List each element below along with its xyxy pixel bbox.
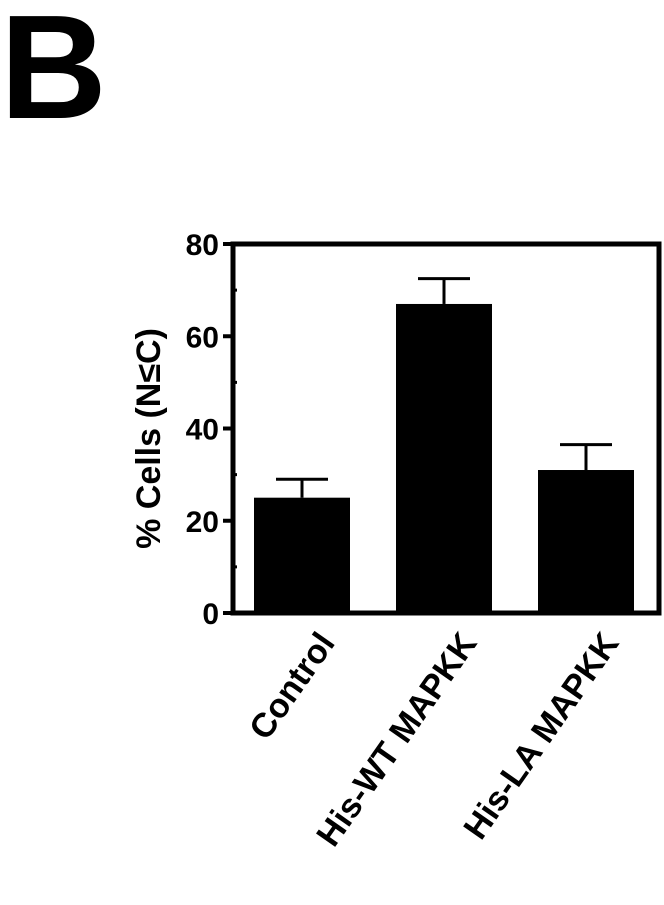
y-axis-label: % Cells (N≤C) [130, 328, 168, 549]
x-tick-label: Control [242, 626, 342, 747]
y-tick-label: 20 [186, 506, 219, 539]
bar [254, 497, 350, 613]
y-tick-label: 40 [186, 414, 219, 447]
y-tick-label: 80 [186, 229, 219, 262]
bar [538, 470, 634, 613]
y-tick-label: 0 [202, 598, 219, 631]
y-tick-label: 60 [186, 321, 219, 354]
bar [396, 303, 492, 613]
x-tick-label: His-LA MAPKK [456, 625, 626, 846]
panel-label: B [0, 0, 107, 150]
x-tick-label: His-WT MAPKK [309, 625, 484, 853]
